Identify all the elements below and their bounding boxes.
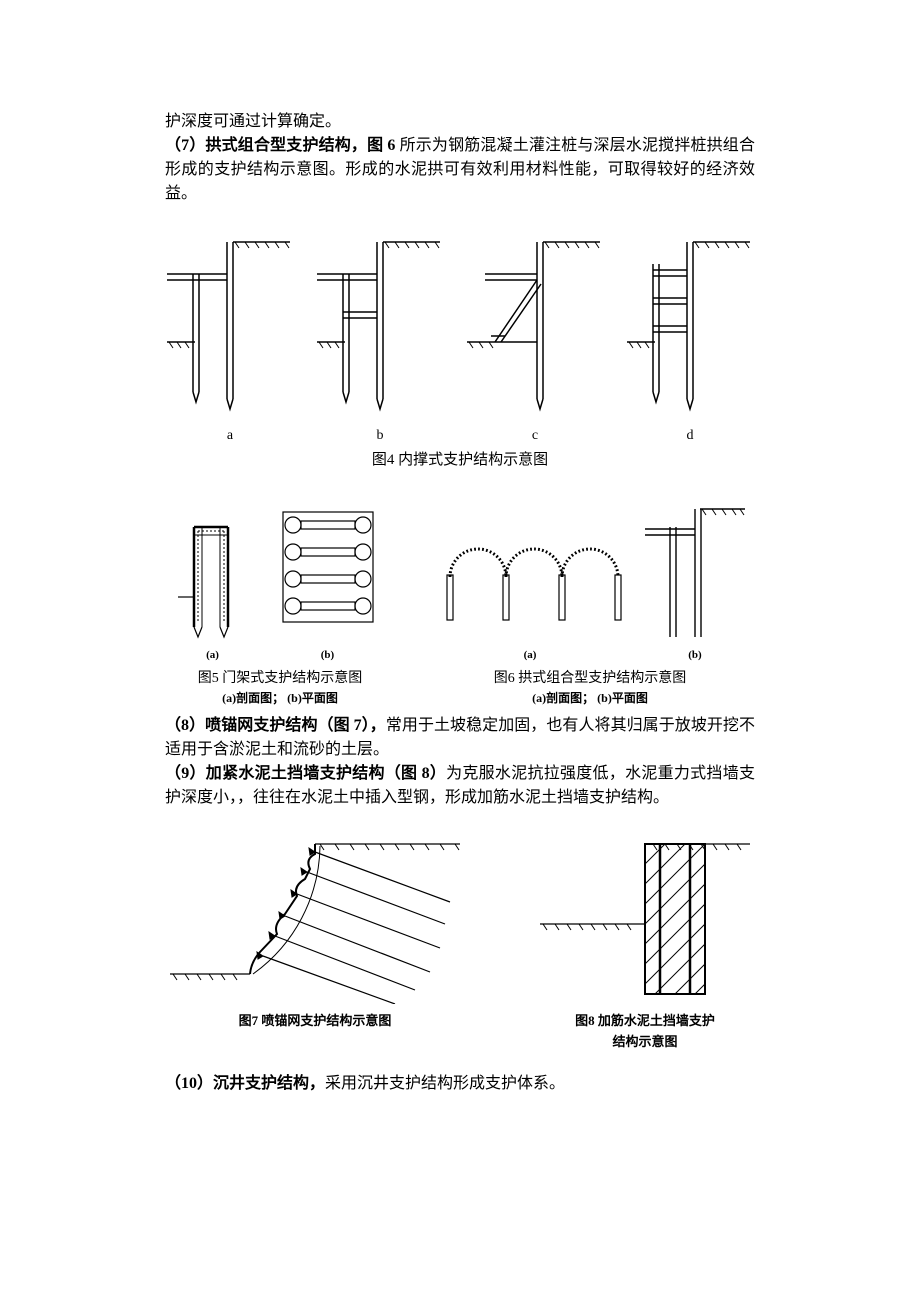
fig5-caption: 图5 门架式支护结构示意图	[198, 667, 363, 687]
figure-4b: b	[315, 224, 445, 444]
figure-4c: c	[465, 224, 605, 444]
fig4-caption: 图4 内撑式支护结构示意图	[165, 448, 755, 469]
paragraph-9: （9）加紧水泥土挡墙支护结构（图 8）为克服水泥抗拉强度低，水泥重力式挡墙支护深…	[165, 762, 755, 810]
paragraph-10: （10）沉井支护结构，采用沉井支护结构形成支护体系。	[165, 1072, 755, 1096]
figure-7-8-row: 图7 喷锚网支护结构示意图	[165, 824, 755, 1050]
fig4b-label: b	[377, 428, 384, 444]
figure-6b: (b)	[640, 497, 750, 661]
fig5b-svg	[273, 497, 383, 647]
fig4a-label: a	[227, 428, 233, 444]
paragraph-8: （8）喷锚网支护结构（图 7），常用于土坡稳定加固，也有人将其归属于放坡开挖不适…	[165, 714, 755, 762]
figure-4a: a	[165, 224, 295, 444]
figure-4-row: a	[165, 224, 755, 444]
fig6b-label: (b)	[688, 649, 701, 661]
figure-5: (a)	[165, 497, 395, 706]
fig8-caption2: 结构示意图	[612, 1031, 677, 1050]
fig6b-svg	[640, 497, 750, 647]
para10-lead: （10）沉井支护结构，	[165, 1075, 325, 1092]
fig6a-label: (a)	[524, 649, 537, 661]
fig4a-svg	[165, 224, 295, 424]
fig5b-label: (b)	[321, 649, 334, 661]
figure-4: a	[165, 224, 755, 469]
figure-7: 图7 喷锚网支护结构示意图	[165, 824, 465, 1029]
figure-5b: (b)	[273, 497, 383, 661]
fig5-sub: (a)剖面图； (b)平面图	[222, 689, 338, 706]
fig6-sub: (a)剖面图； (b)平面图	[532, 689, 648, 706]
figure-5-6-row: (a)	[165, 497, 755, 706]
fig4c-label: c	[532, 428, 538, 444]
figure-6a: (a)	[430, 507, 630, 661]
figure-6: (a)	[425, 497, 755, 706]
para9-lead: （9）加紧水泥土挡墙支护结构（图 8）	[165, 765, 446, 782]
fig7-caption: 图7 喷锚网支护结构示意图	[239, 1010, 392, 1029]
fig8-caption: 图8 加筋水泥土挡墙支护	[575, 1010, 715, 1029]
figure-8: 图8 加筋水泥土挡墙支护 结构示意图	[535, 824, 755, 1050]
fig8-svg	[535, 824, 755, 1004]
fig7-svg	[165, 824, 465, 1004]
paragraph-7: （7）拱式组合型支护结构，图 6 所示为钢筋混凝土灌注桩与深层水泥搅拌桩拱组合形…	[165, 134, 755, 206]
figure-4d: d	[625, 224, 755, 444]
figure-5a: (a)	[178, 497, 248, 661]
fig6a-svg	[430, 507, 630, 647]
para10-rest: 采用沉井支护结构形成支护体系。	[325, 1075, 565, 1092]
para8-lead: （8）喷锚网支护结构（图 7），	[165, 717, 386, 734]
fig4d-label: d	[687, 428, 694, 444]
para7-lead: （7）拱式组合型支护结构，图 6	[165, 137, 395, 154]
fig5a-label: (a)	[206, 649, 219, 661]
fig4c-svg	[465, 224, 605, 424]
document-page: 护深度可通过计算确定。 （7）拱式组合型支护结构，图 6 所示为钢筋混凝土灌注桩…	[0, 0, 920, 1302]
fig4b-svg	[315, 224, 445, 424]
paragraph-0: 护深度可通过计算确定。	[165, 110, 755, 134]
fig6-caption: 图6 拱式组合型支护结构示意图	[494, 667, 687, 687]
fig5a-svg	[178, 497, 248, 647]
fig4d-svg	[625, 224, 755, 424]
